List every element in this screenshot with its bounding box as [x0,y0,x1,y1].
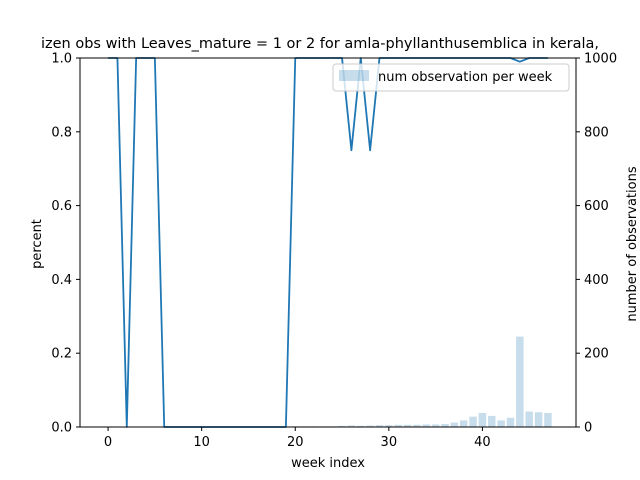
y-tick-label: 0.6 [51,199,72,214]
bar-week-27 [357,425,365,427]
plot-frame [79,57,577,428]
x-tick-label: 0 [104,435,112,450]
y2-tick-label: 200 [584,347,609,362]
y-tick-label: 0.0 [51,421,72,436]
y-tick-label: 0.8 [51,125,72,140]
bar-week-36 [441,424,449,427]
x-tick-label: 10 [193,435,210,450]
bar-week-40 [478,412,487,427]
percent-line [108,57,548,428]
bar-week-29 [375,425,384,427]
y-tick-label: 0.4 [51,273,72,288]
bar-week-38 [459,420,468,427]
bar-week-41 [488,415,496,427]
bar-week-37 [450,422,459,427]
axes-layer: 0 10 20 30 40 0.0 0.2 0.4 0.6 0.8 1.0 0 200 400 600 800… [51,52,617,451]
bar-week-31 [394,424,402,427]
bar-week-33 [413,424,421,427]
bar-week-46 [534,412,543,427]
bar-week-47 [544,412,552,427]
line-layer [108,57,548,428]
legend-swatch [339,70,369,81]
y2-tick-label: 600 [584,199,609,214]
y-tick-label: 1.0 [51,52,72,67]
bar-week-28 [366,425,374,427]
bar-week-42 [497,420,505,427]
x-tick-label: 40 [474,435,491,450]
bar-week-25 [338,425,346,427]
bar-week-43 [506,417,515,427]
x-axis-label: week index [291,456,365,471]
y2-tick-label: 1000 [584,52,617,67]
y2-tick-label: 800 [584,125,609,140]
y-axis-label: percent [30,219,45,269]
bar-week-45 [525,411,533,427]
y2-tick-label: 0 [584,421,592,436]
chart-title: izen obs with Leaves_mature = 1 or 2 for… [41,36,599,52]
bar-week-34 [422,424,431,427]
y-tick-label: 0.2 [51,347,72,362]
bar-week-35 [431,424,440,427]
y2-tick-label: 400 [584,273,609,288]
bar-week-44 [516,336,524,427]
bars-layer [104,336,552,427]
legend-box [332,63,570,92]
x-tick-label: 30 [381,435,398,450]
y2-axis-label: number of observations [625,166,640,321]
bar-week-32 [403,424,412,427]
bar-week-26 [347,425,356,427]
legend: num observation per week [332,63,570,92]
bar-week-39 [469,416,477,427]
bar-week-30 [385,425,393,427]
x-tick-label: 20 [287,435,304,450]
legend-label: num observation per week [378,70,553,85]
